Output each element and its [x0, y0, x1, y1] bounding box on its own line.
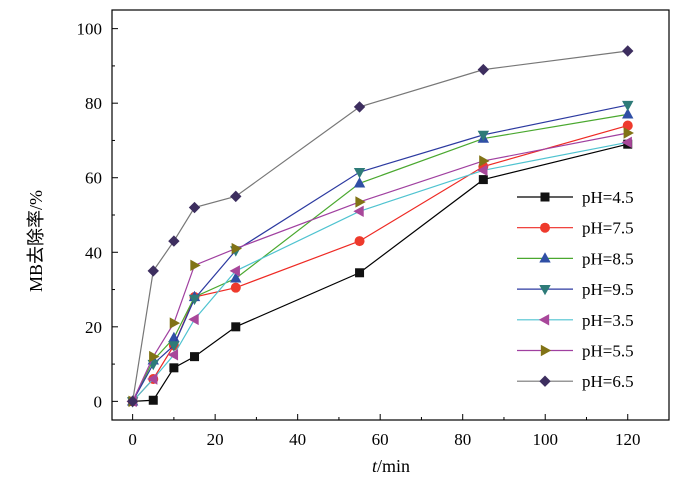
- data-point: [621, 136, 632, 149]
- legend-item: pH=9.5: [517, 280, 634, 299]
- x-tick-label: 20: [207, 430, 224, 449]
- x-axis-label: t/min: [372, 456, 410, 476]
- data-point: [354, 236, 365, 247]
- legend-label: pH=7.5: [582, 219, 634, 238]
- data-point: [623, 127, 634, 139]
- x-tick-label: 0: [128, 430, 137, 449]
- data-point: [477, 63, 490, 76]
- series-line: [132, 104, 628, 402]
- y-tick-label: 80: [85, 94, 102, 113]
- legend-label: pH=5.5: [582, 342, 634, 361]
- data-point: [229, 265, 240, 277]
- legend-label: pH=3.5: [582, 311, 634, 330]
- data-point: [168, 341, 180, 352]
- plot-area: [126, 45, 634, 408]
- data-point: [353, 101, 366, 113]
- data-point: [477, 164, 488, 176]
- data-point: [149, 350, 160, 363]
- y-tick-label: 60: [85, 169, 102, 188]
- data-point: [148, 395, 158, 405]
- data-point: [167, 349, 179, 361]
- data-point: [622, 108, 634, 119]
- legend-marker: [540, 344, 552, 357]
- data-point: [147, 265, 159, 277]
- legend-marker: [540, 192, 550, 202]
- data-point: [190, 259, 201, 272]
- series-line: [132, 124, 628, 402]
- data-point: [622, 120, 633, 131]
- legend-marker: [539, 284, 551, 296]
- x-axis-label-variable: t: [372, 456, 378, 476]
- series-pH=4.5: [128, 139, 633, 406]
- series-line: [132, 143, 628, 402]
- data-point: [477, 130, 490, 142]
- legend-item: pH=7.5: [517, 219, 634, 238]
- data-point: [230, 282, 241, 293]
- legend-item: pH=5.5: [517, 342, 634, 361]
- legend-label: pH=9.5: [582, 280, 634, 299]
- legend-item: pH=4.5: [517, 188, 634, 207]
- y-tick-label: 20: [85, 318, 102, 337]
- legend-marker: [539, 375, 551, 387]
- data-point: [353, 167, 366, 179]
- data-point: [353, 177, 366, 188]
- data-point: [188, 201, 201, 214]
- series-line: [132, 50, 628, 402]
- legend-marker: [538, 314, 550, 326]
- data-point: [188, 294, 201, 306]
- data-point: [622, 45, 634, 57]
- data-point: [190, 352, 200, 362]
- y-tick-label: 100: [77, 20, 103, 39]
- axes: 0 20 40 60 80 100 120 0 20 40 60 80 100: [77, 9, 670, 449]
- x-tick-label: 100: [532, 430, 558, 449]
- x-tick-label: 120: [615, 430, 641, 449]
- data-point: [353, 205, 364, 217]
- legend-marker: [540, 222, 550, 233]
- data-point: [231, 242, 242, 255]
- data-point: [355, 196, 366, 208]
- data-point: [230, 272, 242, 283]
- y-tick-label: 40: [85, 243, 102, 262]
- data-point: [355, 268, 365, 278]
- legend-item: pH=8.5: [517, 249, 634, 268]
- x-tick-label: 60: [372, 430, 389, 449]
- x-tick-label: 80: [454, 430, 471, 449]
- legend-label: pH=4.5: [582, 188, 634, 207]
- data-point: [168, 235, 180, 247]
- y-axis-label: MB去除率/%: [26, 190, 46, 292]
- x-axis-label-unit: /min: [377, 456, 410, 476]
- data-point: [622, 100, 634, 112]
- legend-label: pH=6.5: [582, 372, 634, 391]
- legend-item: pH=3.5: [517, 311, 634, 330]
- data-point: [147, 373, 158, 385]
- data-point: [479, 155, 490, 167]
- data-point: [231, 322, 241, 332]
- series-line: [132, 141, 628, 402]
- series-pH=7.5: [127, 120, 633, 407]
- data-point: [169, 317, 181, 329]
- data-point: [126, 395, 139, 408]
- data-point: [188, 313, 199, 326]
- legend: pH=4.5 pH=7.5 pH=8.5 pH=9.5 pH=3.5 pH=5.5 pH=6…: [517, 188, 634, 391]
- data-point: [169, 363, 179, 373]
- x-tick-label: 40: [289, 430, 306, 449]
- series-pH=5.5: [128, 127, 634, 408]
- data-point: [478, 175, 488, 185]
- legend-marker: [539, 252, 551, 263]
- data-point: [230, 190, 242, 203]
- series-line: [132, 132, 628, 402]
- series-pH=3.5: [126, 136, 632, 408]
- legend-item: pH=6.5: [517, 372, 634, 391]
- y-tick-label: 0: [94, 392, 103, 411]
- legend-label: pH=8.5: [582, 249, 634, 268]
- series-pH=6.5: [126, 45, 634, 408]
